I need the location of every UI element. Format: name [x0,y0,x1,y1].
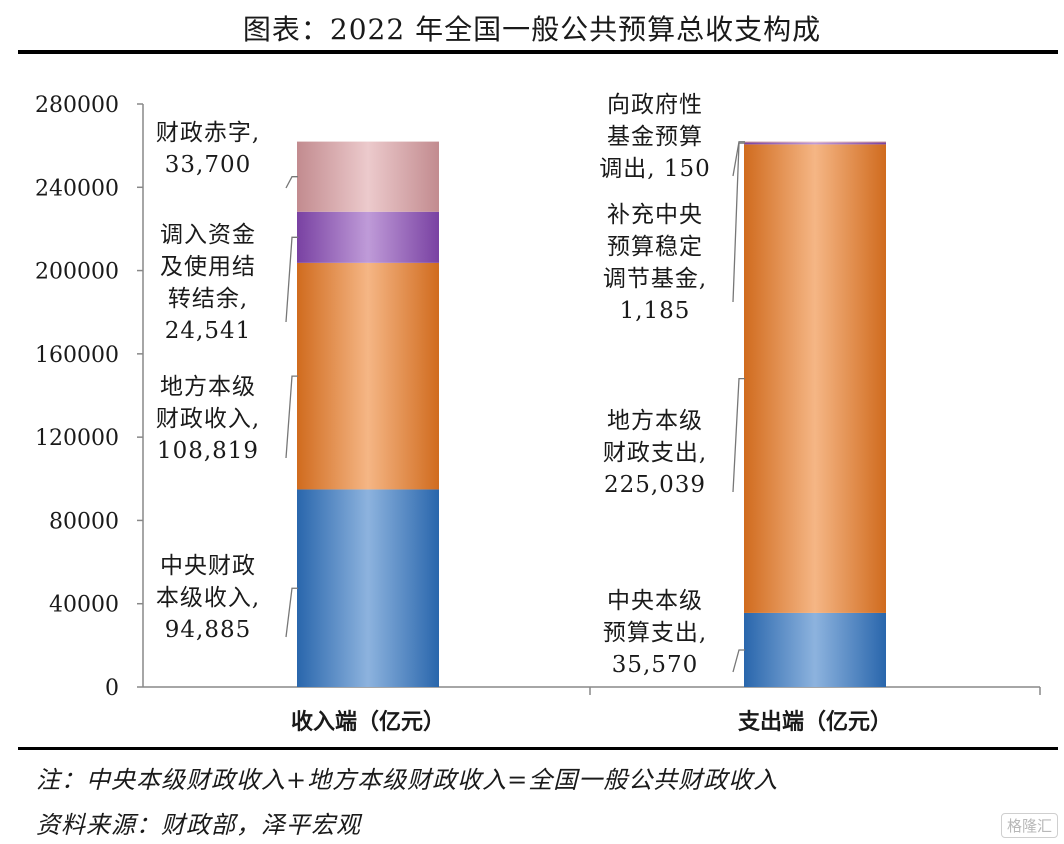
leader-line [285,587,298,638]
y-tick-label: 120000 [35,426,119,451]
data-label: 108,819 [157,438,259,464]
data-label: 调出, 150 [599,156,711,182]
chart-source: 资料来源：财政部，泽平宏观 [36,811,361,839]
data-label: 基金预算 [607,124,703,150]
data-label: 中央本级 [607,588,703,614]
data-label: 中央财政 [160,553,256,579]
data-label: 94,885 [165,617,251,643]
bar-segment [744,141,886,143]
data-label: 调入资金 [160,222,256,248]
bar-segment [744,141,886,145]
chart-title: 图表：2022 年全国一般公共预算总收支构成 [242,13,822,46]
leader-line [285,236,298,323]
bar-segment [744,144,886,613]
leader-line [732,378,745,493]
chart-note: 注：中央本级财政收入+地方本级财政收入=全国一般公共财政收入 [36,766,779,794]
leader-line [285,375,298,459]
y-tick-label: 0 [105,676,119,701]
bar-segment [297,211,439,263]
watermark-logo: 格隆汇 [1000,813,1058,838]
data-label: 财政支出, [603,440,707,466]
data-label: 225,039 [604,472,706,498]
data-label: 财政收入, [156,406,260,432]
y-tick-label: 200000 [35,260,119,285]
data-label: 预算稳定 [607,234,703,260]
top-rule [18,50,1058,54]
bar-segment [297,262,439,490]
data-label: 向政府性 [607,92,703,118]
data-label: 转结余, [168,286,248,312]
data-label: 地方本级 [160,374,256,400]
bar-segment [297,141,439,212]
data-label: 预算支出, [603,620,707,646]
y-tick-label: 240000 [35,176,119,201]
bar-segment [297,489,439,687]
data-label: 补充中央 [607,202,703,228]
data-label: 本级收入, [156,585,260,611]
data-label: 24,541 [165,318,251,344]
data-label: 1,185 [620,298,691,324]
leader-line [732,649,745,673]
data-label: 33,700 [165,152,251,178]
y-tick-label: 160000 [35,343,119,368]
y-tick-label: 80000 [49,509,119,534]
bottom-rule [18,747,1058,750]
data-label: 地方本级 [607,408,703,434]
y-tick-label: 280000 [35,93,119,118]
data-label: 财政赤字, [156,120,260,146]
data-label: 调节基金, [603,266,707,292]
leader-line [285,176,298,189]
bar-segment [744,612,886,687]
data-label: 35,570 [612,652,698,678]
x-category-label: 支出端（亿元） [738,709,892,735]
y-tick-label: 40000 [49,593,119,618]
leader-line [732,141,745,177]
x-category-label: 收入端（亿元） [291,709,445,735]
data-label: 及使用结 [160,254,256,280]
